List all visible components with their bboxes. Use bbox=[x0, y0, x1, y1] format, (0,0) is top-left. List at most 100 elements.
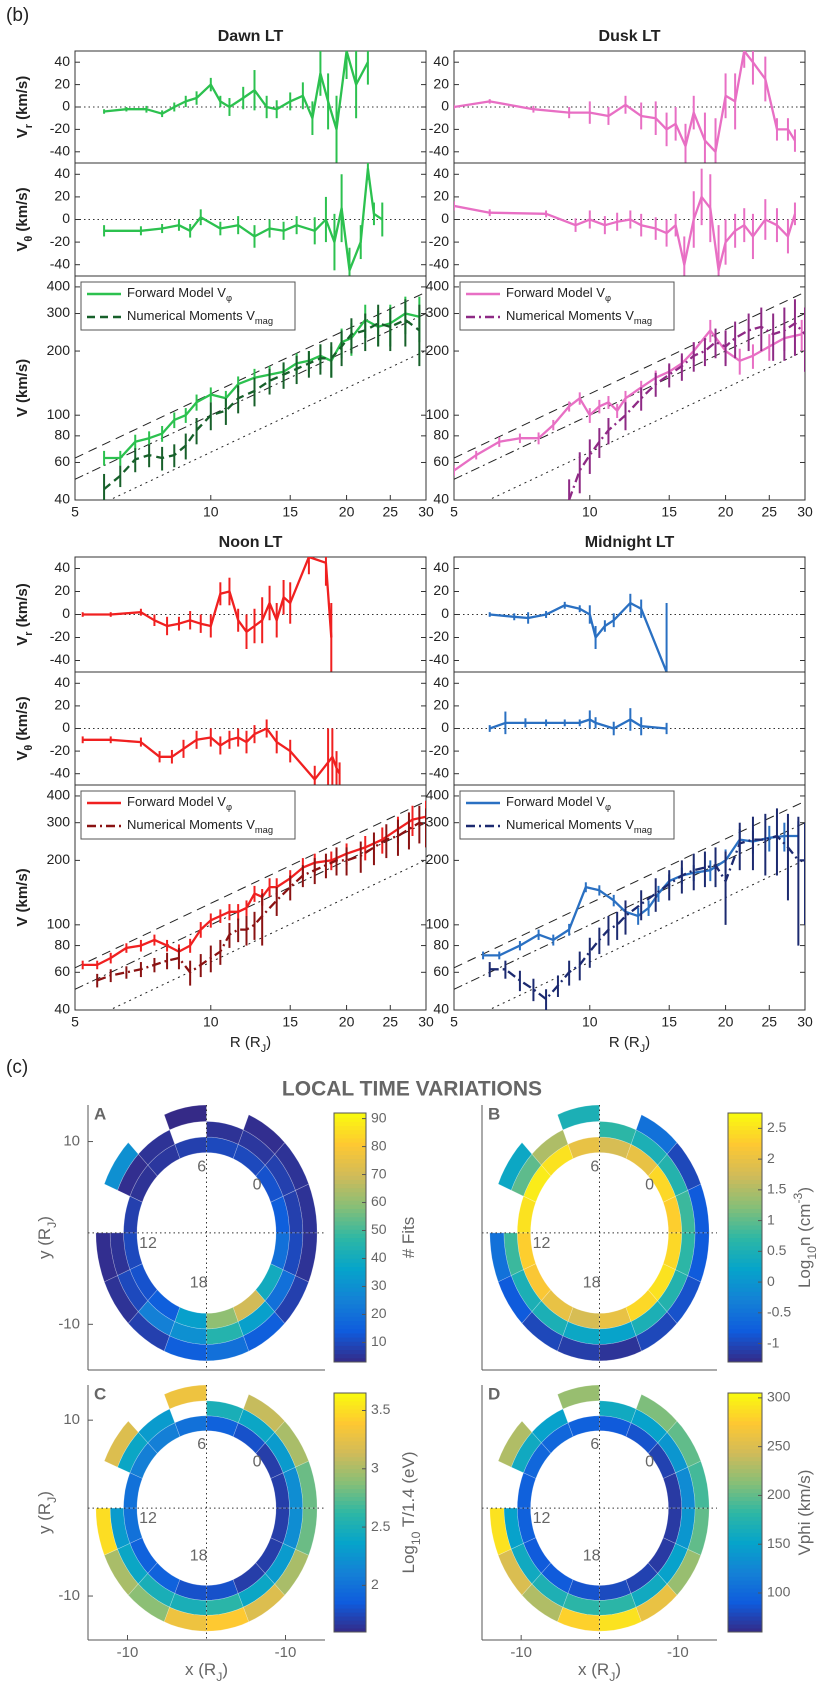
colorbar-step bbox=[728, 1464, 762, 1470]
colorbar-tick-label: 1.5 bbox=[767, 1181, 787, 1197]
label-part: J bbox=[640, 1043, 645, 1055]
x-tick-label: 5 bbox=[71, 504, 79, 520]
y-tick-label: 80 bbox=[54, 936, 70, 952]
colorbar-step bbox=[728, 1308, 762, 1313]
colorbar-tick-label: 50 bbox=[371, 1221, 387, 1237]
lt-label: 18 bbox=[583, 1274, 601, 1291]
colorbar-step bbox=[728, 1171, 762, 1176]
colorbar-step bbox=[334, 1536, 366, 1541]
y-tick-label: 300 bbox=[426, 304, 450, 320]
colorbar-step bbox=[334, 1308, 366, 1313]
colorbar-step bbox=[334, 1328, 366, 1334]
y-tick-label: 0 bbox=[62, 605, 70, 621]
plot-area bbox=[454, 800, 805, 1010]
colorbar-step bbox=[728, 1612, 762, 1617]
colorbar-step bbox=[334, 1283, 366, 1288]
colorbar-step bbox=[334, 1142, 366, 1147]
label-part: ) bbox=[35, 1216, 54, 1222]
x-tick-label: -10 bbox=[667, 1644, 689, 1661]
x-tick-label: 30 bbox=[418, 1014, 434, 1030]
colorbar-step bbox=[334, 1496, 366, 1502]
plot-area bbox=[454, 593, 805, 672]
lt-label: 0 bbox=[645, 1454, 654, 1471]
colorbar-step bbox=[728, 1154, 762, 1160]
colorbar-frame bbox=[727, 1392, 763, 1633]
label-part: ) bbox=[615, 1660, 621, 1679]
series-line bbox=[489, 834, 805, 1001]
colorbar-step bbox=[728, 1137, 762, 1143]
colorbar-step bbox=[334, 1229, 366, 1234]
label-part: Forward Model V bbox=[127, 794, 226, 809]
x-tick-label: 10 bbox=[582, 1014, 598, 1030]
colorbar-step bbox=[334, 1266, 366, 1272]
colorbar-step bbox=[334, 1576, 366, 1581]
legend-box bbox=[459, 281, 675, 331]
colorbar-step bbox=[728, 1400, 762, 1406]
colorbar-step bbox=[334, 1584, 366, 1589]
y-tick-label: 400 bbox=[47, 787, 71, 803]
colorbar-step bbox=[728, 1488, 762, 1494]
label-part: Log bbox=[795, 1260, 814, 1288]
map-cell bbox=[567, 1136, 600, 1160]
y-tick-label: 40 bbox=[433, 1001, 449, 1017]
label-part: V (km/s) bbox=[14, 359, 31, 417]
map-cell bbox=[635, 1393, 678, 1433]
label-part: J bbox=[45, 1497, 59, 1503]
colorbar-step bbox=[728, 1349, 762, 1355]
label-part: Numerical Moments V bbox=[127, 308, 255, 323]
colorbar-step bbox=[728, 1220, 762, 1226]
y-tick-label: 40 bbox=[433, 674, 449, 690]
x-tick-label: 10 bbox=[203, 504, 219, 520]
colorbar-frame bbox=[333, 1112, 367, 1363]
colorbar-step bbox=[728, 1528, 762, 1533]
map-cell bbox=[497, 1142, 533, 1191]
plot-area bbox=[454, 708, 805, 736]
y-axis-label: V (km/s) bbox=[14, 359, 31, 417]
legend-label: Numerical Moments Vmag bbox=[127, 308, 273, 326]
legend-label: Numerical Moments Vmag bbox=[506, 308, 652, 326]
map-cell bbox=[123, 1472, 143, 1509]
colorbar-step bbox=[728, 1191, 762, 1197]
colorbar-tick-label: 70 bbox=[371, 1165, 387, 1181]
colorbar-step bbox=[334, 1191, 366, 1197]
colorbar-step bbox=[334, 1452, 366, 1458]
colorbar-step bbox=[334, 1540, 366, 1545]
y-tick-label: 40 bbox=[54, 1001, 70, 1017]
colorbar-step bbox=[728, 1121, 762, 1126]
legend-label: Forward Model Vφ bbox=[506, 794, 611, 812]
y-tick-label: 400 bbox=[47, 278, 71, 294]
colorbar-step bbox=[334, 1241, 366, 1247]
colorbar-step bbox=[334, 1196, 366, 1201]
x-tick-label: -10 bbox=[117, 1644, 139, 1661]
colorbar-step bbox=[334, 1516, 366, 1521]
x-tick-label: 25 bbox=[761, 1014, 777, 1030]
colorbar-step bbox=[728, 1337, 762, 1342]
colorbar-step bbox=[334, 1448, 366, 1454]
colorbar-step bbox=[728, 1245, 762, 1251]
colorbar-step bbox=[728, 1444, 762, 1450]
colorbar-step bbox=[334, 1279, 366, 1284]
colorbar-step bbox=[334, 1183, 366, 1189]
series-line bbox=[489, 718, 667, 730]
label-part: (km/s) bbox=[14, 696, 31, 744]
label-part: φ bbox=[605, 802, 611, 812]
colorbar-tick-label: 30 bbox=[371, 1277, 387, 1293]
x-axis-label: R (RJ) bbox=[230, 1034, 271, 1055]
y-tick-label: 100 bbox=[426, 406, 450, 422]
x-axis-label: x (RJ) bbox=[185, 1660, 228, 1681]
label-part: φ bbox=[226, 293, 232, 303]
y-tick-label: 20 bbox=[54, 75, 70, 91]
lt-label: 6 bbox=[197, 1436, 206, 1453]
colorbar-step bbox=[728, 1548, 762, 1553]
x-tick-label: 15 bbox=[661, 1014, 677, 1030]
colorbar-step bbox=[334, 1125, 366, 1131]
colorbar-step bbox=[728, 1560, 762, 1565]
colorbar-step bbox=[728, 1233, 762, 1238]
colorbar-step bbox=[334, 1332, 366, 1338]
colorbar-step bbox=[334, 1171, 366, 1176]
label-part: V bbox=[14, 751, 31, 761]
y-tick-label: 20 bbox=[433, 582, 449, 598]
colorbar-tick-label: 2 bbox=[371, 1576, 379, 1592]
